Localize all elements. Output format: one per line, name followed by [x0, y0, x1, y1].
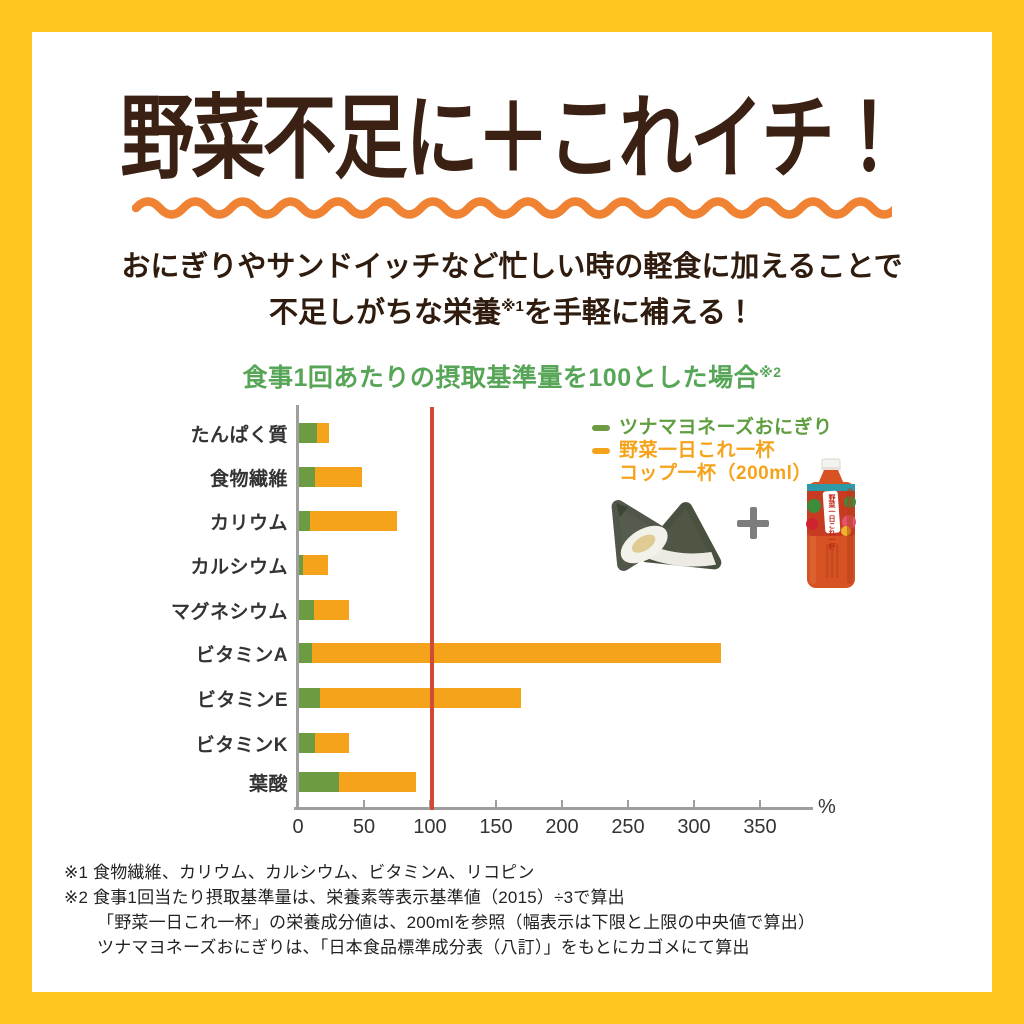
legend-label-onigiri: ツナマヨネーズおにぎり	[619, 417, 833, 438]
wave-underline	[132, 197, 892, 219]
bar-segment-onigiri	[299, 733, 315, 753]
bar-segment-juice	[338, 772, 417, 792]
y-axis-line	[296, 405, 299, 810]
category-label: カリウム	[209, 513, 288, 534]
x-tick-mark	[759, 800, 761, 807]
category-label: ビタミンE	[196, 690, 288, 711]
footnotes: ※1 食物繊維、カリウム、カルシウム、ビタミンA、リコピン ※2 食事1回当たり…	[64, 860, 815, 960]
bar-segment-juice	[314, 733, 350, 753]
subtitle-line2: 不足しがちな栄養※1を手軽に補える！	[268, 297, 756, 329]
x-tick-label: 50	[352, 816, 376, 838]
bottle-label-text: 野菜一日これ一杯	[828, 493, 837, 551]
legend-item-juice: 野菜一日これ一杯	[592, 439, 833, 462]
footnote-4: ツナマヨネーズおにぎりは、「日本食品標準成分表（八訂）」をもとにカゴメにて算出	[97, 938, 750, 957]
bar-segment-juice	[314, 467, 363, 487]
subtitle: おにぎりやサンドイッチなど忙しい時の軽食に加えることで 不足しがちな栄養※1を手…	[0, 244, 1024, 341]
footnote-3: 「野菜一日これ一杯」の栄養成分値は、200mlを参照（幅表示は下限と上限の中央値…	[97, 913, 816, 932]
legend: ツナマヨネーズおにぎり 野菜一日これ一杯 コップ一杯（200ml）	[592, 416, 833, 485]
footnote-ref-2: ※2	[759, 364, 782, 380]
x-tick-mark	[495, 800, 497, 807]
axis-unit-label: %	[818, 796, 836, 818]
x-tick-label: 350	[743, 816, 777, 838]
x-tick-mark	[693, 800, 695, 807]
chart-title: 食事1回あたりの摂取基準量を100とした場合※2	[242, 364, 782, 392]
x-tick-mark	[561, 800, 563, 807]
subtitle-line1: おにぎりやサンドイッチなど忙しい時の軽食に加えることで	[121, 251, 903, 283]
category-label: 葉酸	[248, 774, 288, 795]
plus-icon	[737, 507, 769, 539]
x-tick-label: 100	[413, 816, 447, 838]
bar-segment-juice	[312, 643, 722, 663]
bar-segment-onigiri	[299, 643, 313, 663]
legend-item-onigiri: ツナマヨネーズおにぎり	[592, 416, 833, 439]
category-label: カルシウム	[190, 557, 288, 578]
bar-segment-onigiri	[299, 467, 315, 487]
category-label: マグネシウム	[170, 602, 288, 623]
x-tick-label: 0	[292, 816, 304, 838]
x-tick-label: 250	[611, 816, 645, 838]
x-tick-label: 200	[545, 816, 579, 838]
reference-line-100	[430, 407, 434, 810]
x-tick-label: 150	[479, 816, 513, 838]
page-title: 野菜不足に＋これイチ！	[120, 88, 906, 190]
category-label: たんぱく質	[190, 425, 288, 446]
footnote-2: ※2 食事1回当たり摂取基準量は、栄養素等表示基準値（2015）÷3で算出	[64, 888, 625, 907]
legend-label-juice-line1: 野菜一日これ一杯	[619, 440, 776, 461]
x-tick-label: 300	[677, 816, 711, 838]
bar-segment-juice	[320, 688, 521, 708]
x-tick-mark	[363, 800, 365, 807]
bar-segment-onigiri	[299, 772, 339, 792]
bar-segment-juice	[317, 423, 330, 443]
footnote-1: ※1 食物繊維、カリウム、カルシウム、ビタミンA、リコピン	[64, 863, 535, 882]
category-label: ビタミンA	[195, 645, 288, 666]
category-label: ビタミンK	[195, 735, 288, 756]
bar-segment-onigiri	[299, 555, 303, 575]
bar-segment-juice	[309, 511, 397, 531]
bar-segment-onigiri	[299, 423, 318, 443]
onigiri-image	[611, 500, 722, 571]
footnote-ref-1: ※1	[500, 298, 524, 315]
x-axis-line	[294, 807, 813, 810]
bar-segment-juice	[302, 555, 329, 575]
category-label: 食物繊維	[209, 469, 288, 490]
legend-label-juice-line2: コップ一杯（200ml）	[619, 463, 812, 484]
bar-segment-juice	[313, 600, 350, 620]
bar-segment-onigiri	[299, 600, 314, 620]
bar-segment-onigiri	[299, 511, 310, 531]
bar-segment-onigiri	[299, 688, 321, 708]
legend-swatch-green-icon	[592, 424, 610, 431]
bottle-image: 野菜一日これ一杯	[806, 458, 856, 588]
x-tick-mark	[627, 800, 629, 807]
legend-swatch-orange-icon	[592, 447, 610, 454]
